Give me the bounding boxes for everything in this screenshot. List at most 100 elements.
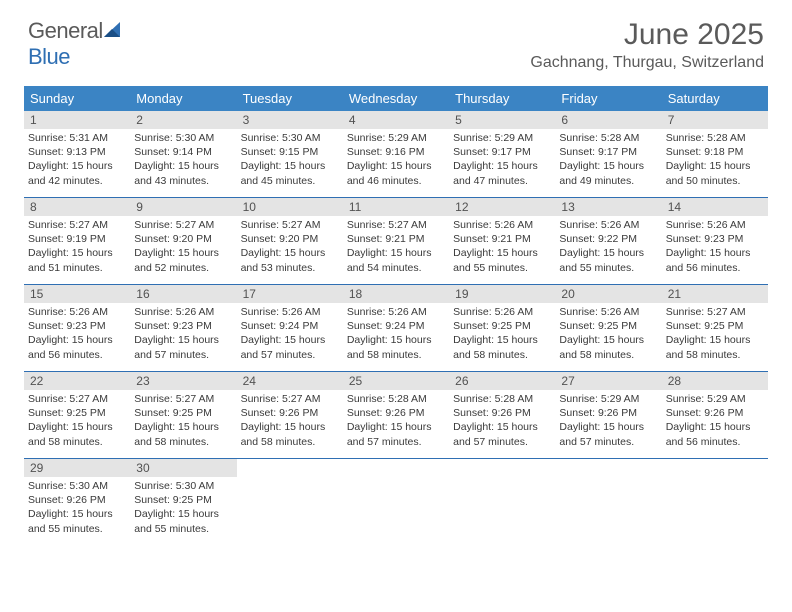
- daylight-line: Daylight: 15 hours and 55 minutes.: [134, 507, 232, 535]
- day-cell: 15 Sunrise: 5:26 AMSunset: 9:23 PMDayligh…: [24, 285, 130, 371]
- sunrise-line: Sunrise: 5:26 AM: [241, 305, 339, 319]
- day-number: 3: [237, 111, 343, 129]
- day-number: 7: [662, 111, 768, 129]
- day-number: 20: [555, 285, 661, 303]
- logo-word-general: General: [28, 18, 103, 43]
- day-cell: 24Sunrise: 5:27 AMSunset: 9:26 PMDayligh…: [237, 372, 343, 458]
- day-body: Sunrise: 5:27 AMSunset: 9:21 PMDaylight:…: [347, 218, 445, 275]
- sunrise-line: Sunrise: 5:29 AM: [559, 392, 657, 406]
- daylight-line: Daylight: 15 hours and 58 minutes.: [453, 333, 551, 361]
- sunrise-line: Sunrise: 5:29 AM: [666, 392, 764, 406]
- daylight-line: Daylight: 15 hours and 53 minutes.: [241, 246, 339, 274]
- sunrise-line: Sunrise: 5:26 AM: [666, 218, 764, 232]
- sunset-line: Sunset: 9:25 PM: [559, 319, 657, 333]
- sunset-line: Sunset: 9:13 PM: [28, 145, 126, 159]
- day-number: 29: [24, 459, 130, 477]
- sunset-line: Sunset: 9:23 PM: [134, 319, 232, 333]
- daylight-line: Daylight: 15 hours and 47 minutes.: [453, 159, 551, 187]
- day-cell: 17Sunrise: 5:26 AMSunset: 9:24 PMDayligh…: [237, 285, 343, 371]
- day-number: 22: [24, 372, 130, 390]
- day-cell: 10Sunrise: 5:27 AMSunset: 9:20 PMDayligh…: [237, 198, 343, 284]
- sunset-line: Sunset: 9:20 PM: [241, 232, 339, 246]
- day-number: 6: [555, 111, 661, 129]
- sunrise-line: Sunrise: 5:26 AM: [453, 305, 551, 319]
- sunset-line: Sunset: 9:23 PM: [666, 232, 764, 246]
- day-number: 26: [449, 372, 555, 390]
- day-cell: 11Sunrise: 5:27 AMSunset: 9:21 PMDayligh…: [343, 198, 449, 284]
- day-cell: 5Sunrise: 5:29 AMSunset: 9:17 PMDaylight…: [449, 111, 555, 197]
- day-body: Sunrise: 5:26 AMSunset: 9:23 PMDaylight:…: [134, 305, 232, 362]
- logo: GeneralBlue: [28, 18, 124, 70]
- day-number: 15: [24, 285, 130, 303]
- daylight-line: Daylight: 15 hours and 45 minutes.: [241, 159, 339, 187]
- sunset-line: Sunset: 9:23 PM: [28, 319, 126, 333]
- daylight-line: Daylight: 15 hours and 58 minutes.: [666, 333, 764, 361]
- sunset-line: Sunset: 9:25 PM: [28, 406, 126, 420]
- daylight-line: Daylight: 15 hours and 58 minutes.: [347, 333, 445, 361]
- sunrise-line: Sunrise: 5:29 AM: [347, 131, 445, 145]
- day-number: 2: [130, 111, 236, 129]
- sunset-line: Sunset: 9:25 PM: [453, 319, 551, 333]
- title-block: June 2025 Gachnang, Thurgau, Switzerland: [530, 18, 764, 72]
- day-number: 8: [24, 198, 130, 216]
- logo-word-blue: Blue: [28, 44, 70, 69]
- day-body: Sunrise: 5:29 AMSunset: 9:26 PMDaylight:…: [559, 392, 657, 449]
- day-body: Sunrise: 5:29 AMSunset: 9:17 PMDaylight:…: [453, 131, 551, 188]
- month-title: June 2025: [530, 18, 764, 52]
- sunset-line: Sunset: 9:24 PM: [347, 319, 445, 333]
- empty-cell: [449, 459, 555, 545]
- day-body: Sunrise: 5:28 AMSunset: 9:18 PMDaylight:…: [666, 131, 764, 188]
- sunrise-line: Sunrise: 5:29 AM: [453, 131, 551, 145]
- logo-text: GeneralBlue: [28, 18, 124, 70]
- daylight-line: Daylight: 15 hours and 52 minutes.: [134, 246, 232, 274]
- day-cell: 1Sunrise: 5:31 AMSunset: 9:13 PMDaylight…: [24, 111, 130, 197]
- day-body: Sunrise: 5:26 AMSunset: 9:23 PMDaylight:…: [28, 305, 126, 362]
- daylight-line: Daylight: 15 hours and 49 minutes.: [559, 159, 657, 187]
- sunrise-line: Sunrise: 5:26 AM: [559, 305, 657, 319]
- daylight-line: Daylight: 15 hours and 55 minutes.: [453, 246, 551, 274]
- day-cell: 2Sunrise: 5:30 AMSunset: 9:14 PMDaylight…: [130, 111, 236, 197]
- day-body: Sunrise: 5:28 AMSunset: 9:17 PMDaylight:…: [559, 131, 657, 188]
- day-cell: 13Sunrise: 5:26 AMSunset: 9:22 PMDayligh…: [555, 198, 661, 284]
- day-number: 16: [130, 285, 236, 303]
- week-row: 8Sunrise: 5:27 AMSunset: 9:19 PMDaylight…: [24, 198, 768, 285]
- day-number: 21: [662, 285, 768, 303]
- day-body: Sunrise: 5:30 AMSunset: 9:15 PMDaylight:…: [241, 131, 339, 188]
- sunrise-line: Sunrise: 5:26 AM: [28, 305, 126, 319]
- sunset-line: Sunset: 9:14 PM: [134, 145, 232, 159]
- day-body: Sunrise: 5:29 AMSunset: 9:26 PMDaylight:…: [666, 392, 764, 449]
- sunset-line: Sunset: 9:26 PM: [453, 406, 551, 420]
- daylight-line: Daylight: 15 hours and 57 minutes.: [134, 333, 232, 361]
- daylight-line: Daylight: 15 hours and 57 minutes.: [347, 420, 445, 448]
- daylight-line: Daylight: 15 hours and 57 minutes.: [559, 420, 657, 448]
- sunset-line: Sunset: 9:18 PM: [666, 145, 764, 159]
- sunset-line: Sunset: 9:25 PM: [134, 406, 232, 420]
- daylight-line: Daylight: 15 hours and 42 minutes.: [28, 159, 126, 187]
- day-cell: 25Sunrise: 5:28 AMSunset: 9:26 PMDayligh…: [343, 372, 449, 458]
- sunrise-line: Sunrise: 5:27 AM: [241, 218, 339, 232]
- sunset-line: Sunset: 9:26 PM: [28, 493, 126, 507]
- daylight-line: Daylight: 15 hours and 55 minutes.: [28, 507, 126, 535]
- sunset-line: Sunset: 9:26 PM: [666, 406, 764, 420]
- day-body: Sunrise: 5:26 AMSunset: 9:22 PMDaylight:…: [559, 218, 657, 275]
- sunrise-line: Sunrise: 5:27 AM: [134, 218, 232, 232]
- logo-sail-icon: [104, 18, 124, 44]
- day-cell: 4Sunrise: 5:29 AMSunset: 9:16 PMDaylight…: [343, 111, 449, 197]
- day-cell: 22Sunrise: 5:27 AMSunset: 9:25 PMDayligh…: [24, 372, 130, 458]
- day-number: 30: [130, 459, 236, 477]
- day-cell: 27Sunrise: 5:29 AMSunset: 9:26 PMDayligh…: [555, 372, 661, 458]
- week-row: 22Sunrise: 5:27 AMSunset: 9:25 PMDayligh…: [24, 372, 768, 459]
- sunset-line: Sunset: 9:21 PM: [453, 232, 551, 246]
- sunset-line: Sunset: 9:25 PM: [666, 319, 764, 333]
- day-cell: 16 Sunrise: 5:26 AMSunset: 9:23 PMDayligh…: [130, 285, 236, 371]
- weekday-header: Thursday: [449, 86, 555, 111]
- empty-cell: [343, 459, 449, 545]
- day-body: Sunrise: 5:26 AMSunset: 9:24 PMDaylight:…: [241, 305, 339, 362]
- empty-cell: [237, 459, 343, 545]
- daylight-line: Daylight: 15 hours and 54 minutes.: [347, 246, 445, 274]
- day-cell: 29 Sunrise: 5:30 AMSunset: 9:26 PMDayligh…: [24, 459, 130, 545]
- day-number: 19: [449, 285, 555, 303]
- sunset-line: Sunset: 9:17 PM: [453, 145, 551, 159]
- weekday-header: Tuesday: [237, 86, 343, 111]
- sunrise-line: Sunrise: 5:30 AM: [28, 479, 126, 493]
